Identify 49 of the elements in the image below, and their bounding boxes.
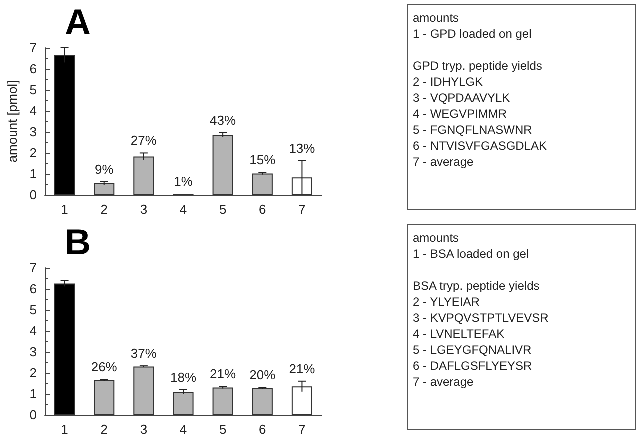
annotation: 26% xyxy=(91,360,118,375)
x-tick-label: 2 xyxy=(100,202,108,217)
y-tick-label: 0 xyxy=(30,188,37,202)
y-tick-label: 2 xyxy=(30,366,37,380)
x-tick-label: 6 xyxy=(259,202,266,217)
text: BSA tryp. peptide yields 2 - YLYEIAR 3 - KVPQVSTPTLVEVSR 4 - LVNELTEFAK 5 - LGEYGFQNALIVR 6 - DAFLGSFLYEYSR 7 - average xyxy=(413,279,550,389)
annotation: 13% xyxy=(289,140,316,156)
y-tick-label: 4 xyxy=(30,324,37,338)
annotation: 27% xyxy=(130,133,158,148)
y-axis-title: amount [pmol] xyxy=(5,80,20,163)
x-tick-label: 5 xyxy=(219,422,227,437)
x-tick-label: 7 xyxy=(298,422,306,437)
y-tick-label: 0 xyxy=(30,408,37,422)
y-tick-label: 5 xyxy=(30,302,37,318)
y-tick-label: 2 xyxy=(30,146,37,160)
x-tick-label: 3 xyxy=(140,202,148,217)
y-tick-label: 7 xyxy=(30,40,37,56)
y-tick-label: 1 xyxy=(30,386,37,402)
x-tick-label: 7 xyxy=(298,202,306,217)
y-tick-label: 3 xyxy=(30,124,37,140)
x-tick-label: 6 xyxy=(259,422,266,437)
annotation: 21% xyxy=(289,361,316,376)
x-tick-label: 4 xyxy=(180,422,188,437)
y-tick-label: 7 xyxy=(30,260,37,276)
annotation: 15% xyxy=(250,152,276,168)
annotation: 20% xyxy=(250,368,276,383)
y-tick-label: 5 xyxy=(30,82,37,98)
x-tick-label: 1 xyxy=(61,422,68,437)
text: GPD tryp. peptide yields 2 - IDHYLGK 3 - VQPDAAVYLK 4 - WEGVPIMMR 5 - FGNQFLNASWNR 6 - NTVISVFGASGDLAK 7 - average xyxy=(413,59,548,169)
x-tick-label: 4 xyxy=(180,202,188,217)
annotation: 21% xyxy=(210,366,237,382)
x-tick-label: 5 xyxy=(219,202,227,217)
x-tick-label: 2 xyxy=(100,422,108,437)
text: amounts 1 - BSA loaded on gel xyxy=(413,231,530,261)
annotation: 9% xyxy=(94,162,114,177)
chart-title: B xyxy=(65,222,91,262)
x-tick-label: 3 xyxy=(140,422,148,437)
y-tick-label: 6 xyxy=(30,62,37,76)
y-tick-label: 3 xyxy=(30,344,37,360)
y-tick-label: 4 xyxy=(30,104,37,118)
chart-title: A xyxy=(65,2,91,42)
y-tick-label: 6 xyxy=(30,282,37,296)
annotation: 1% xyxy=(174,174,194,189)
x-tick-label: 1 xyxy=(61,202,68,217)
annotation: 43% xyxy=(210,112,237,128)
annotation: 37% xyxy=(130,346,158,362)
text: amounts 1 - GPD loaded on gel xyxy=(413,11,532,41)
y-tick-label: 1 xyxy=(30,166,37,182)
annotation: 18% xyxy=(170,370,197,385)
